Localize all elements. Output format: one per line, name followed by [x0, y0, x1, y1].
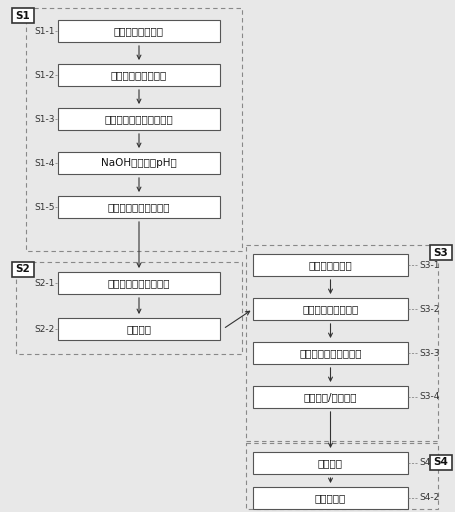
Text: 加入含磷酸根离子的溶液: 加入含磷酸根离子的溶液	[104, 114, 173, 124]
Bar	[12, 8, 34, 23]
Text: S4: S4	[433, 458, 447, 467]
Text: S4-2: S4-2	[418, 494, 438, 502]
Text: S2-2: S2-2	[35, 325, 55, 333]
Text: S2: S2	[15, 265, 30, 274]
Text: 沉淠分离、洗涤并浓缩: 沉淠分离、洗涤并浓缩	[107, 202, 170, 212]
Text: S1-4: S1-4	[35, 159, 55, 167]
Text: 洗涤以除去残留交联剂: 洗涤以除去残留交联剂	[298, 348, 361, 358]
Bar	[58, 152, 219, 174]
Text: S1-1: S1-1	[35, 27, 55, 35]
Bar	[253, 386, 407, 408]
Text: S3: S3	[433, 247, 447, 258]
Text: S4-1: S4-1	[418, 459, 439, 467]
Text: 冷冻干燥: 冷冻干燥	[126, 324, 151, 334]
Text: S3-2: S3-2	[418, 305, 439, 313]
Bar	[253, 487, 407, 509]
Text: S2-1: S2-1	[35, 279, 55, 288]
Text: S3-3: S3-3	[418, 349, 439, 357]
Bar	[245, 245, 437, 441]
Bar	[253, 254, 407, 276]
Bar	[58, 318, 219, 340]
Text: S1: S1	[15, 11, 30, 20]
Bar	[58, 196, 219, 218]
Bar	[58, 20, 219, 42]
Bar	[245, 443, 437, 509]
Text: 配制胶原的酸溶液: 配制胶原的酸溶液	[114, 26, 164, 36]
Bar	[253, 298, 407, 320]
Text: 压制成膜: 压制成膜	[317, 458, 342, 468]
Text: S1-2: S1-2	[35, 71, 55, 79]
Text: 冷冻干燥/真空干燥: 冷冻干燥/真空干燥	[303, 392, 356, 402]
Bar	[429, 245, 451, 260]
Bar	[253, 452, 407, 474]
Bar	[16, 262, 242, 354]
Bar	[26, 8, 242, 251]
Text: NaOH溶液调节pH値: NaOH溶液调节pH値	[101, 158, 177, 168]
Text: 对胶原海绵进行交联: 对胶原海绵进行交联	[302, 304, 358, 314]
Bar	[58, 108, 219, 130]
Text: 切割、修剪: 切割、修剪	[314, 493, 345, 503]
Bar	[58, 272, 219, 294]
Text: 矿化胶原胶冻进行灌模: 矿化胶原胶冻进行灌模	[107, 278, 170, 288]
Bar	[12, 262, 34, 277]
Bar	[429, 455, 451, 470]
Text: 加入含钓离子的溶液: 加入含钓离子的溶液	[111, 70, 167, 80]
Text: S1-3: S1-3	[35, 115, 55, 123]
Bar	[58, 64, 219, 86]
Text: 配制交联剂溶液: 配制交联剂溶液	[308, 260, 352, 270]
Text: S3-1: S3-1	[418, 261, 439, 269]
Text: S3-4: S3-4	[418, 393, 439, 401]
Text: S1-5: S1-5	[35, 203, 55, 211]
Bar	[253, 342, 407, 364]
